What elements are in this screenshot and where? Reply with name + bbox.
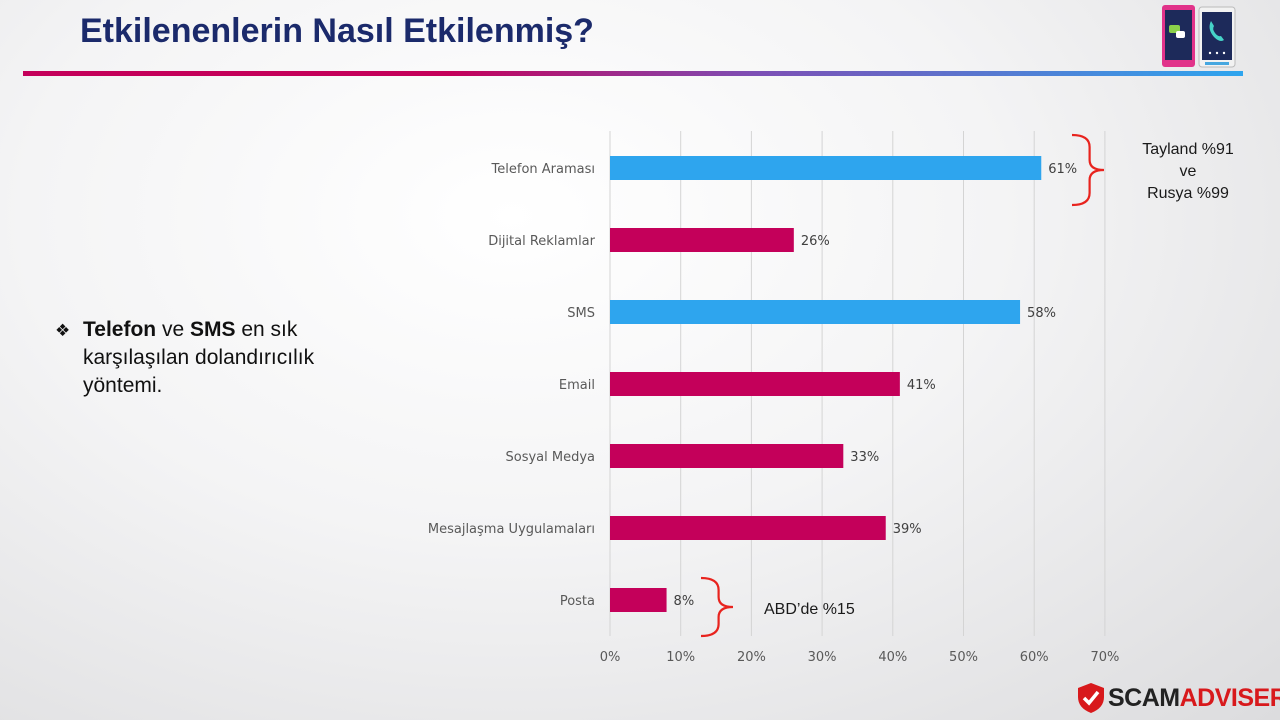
- phones-icon: [1162, 5, 1236, 68]
- bullet-text: Telefon ve SMS en sık karşılaşılan dolan…: [83, 316, 355, 400]
- annotation-text: ABD’de %15: [764, 601, 855, 618]
- x-tick-label: 20%: [737, 650, 766, 665]
- x-tick-label: 0%: [600, 650, 621, 665]
- bullet-bold-sms: SMS: [189, 318, 236, 341]
- value-label: 26%: [801, 234, 830, 249]
- category-label: Mesajlaşma Uygulamaları: [428, 522, 595, 537]
- category-label: Posta: [560, 594, 595, 609]
- annotation-brace: [700, 576, 734, 638]
- x-tick-label: 70%: [1090, 650, 1119, 665]
- bullet-bold-phone: Telefon: [83, 318, 157, 341]
- category-label: Telefon Araması: [491, 162, 595, 177]
- x-tick-label: 10%: [666, 650, 695, 665]
- category-label: SMS: [567, 306, 595, 321]
- logo-part-scam: SCAM: [1108, 684, 1180, 712]
- value-label: 39%: [893, 522, 922, 537]
- bar: [610, 300, 1021, 324]
- x-tick-label: 50%: [949, 650, 978, 665]
- annotation-brace: [1071, 133, 1105, 207]
- annotation-text: Rusya %99: [1147, 185, 1229, 202]
- scamadviser-shield-icon: [1078, 683, 1104, 713]
- slide-title: Etkilenenlerin Nasıl Etkilenmiş?: [80, 12, 594, 50]
- bullet-text-part1: ve: [156, 318, 190, 341]
- x-tick-label: 40%: [878, 650, 907, 665]
- bar: [610, 516, 886, 540]
- bar: [610, 156, 1042, 180]
- value-label: 41%: [907, 378, 936, 393]
- category-label: Dijital Reklamlar: [488, 234, 595, 249]
- bullet-text-part2: en sık karşılaşılan dolandırıcılık yönte…: [83, 318, 315, 397]
- value-label: 33%: [850, 450, 879, 465]
- annotation-text: ve: [1180, 163, 1197, 180]
- annotation-text: Tayland %91: [1142, 141, 1234, 158]
- bar: [610, 588, 667, 612]
- x-tick-label: 60%: [1020, 650, 1049, 665]
- key-finding-bullet: ❖ Telefon ve SMS en sık karşılaşılan dol…: [55, 316, 355, 400]
- bar: [610, 372, 900, 396]
- bar: [610, 228, 794, 252]
- x-tick-label: 30%: [808, 650, 837, 665]
- value-label: 8%: [674, 594, 695, 609]
- title-divider: [23, 71, 1243, 76]
- scamadviser-logo: SCAMADVISER: [1108, 684, 1280, 713]
- value-label: 61%: [1048, 162, 1077, 177]
- category-label: Sosyal Medya: [505, 450, 595, 465]
- bar: [610, 444, 844, 468]
- logo-part-adviser: ADVISER: [1179, 684, 1280, 712]
- value-label: 58%: [1027, 306, 1056, 321]
- diamond-bullet-icon: ❖: [55, 321, 71, 340]
- category-label: Email: [559, 378, 595, 393]
